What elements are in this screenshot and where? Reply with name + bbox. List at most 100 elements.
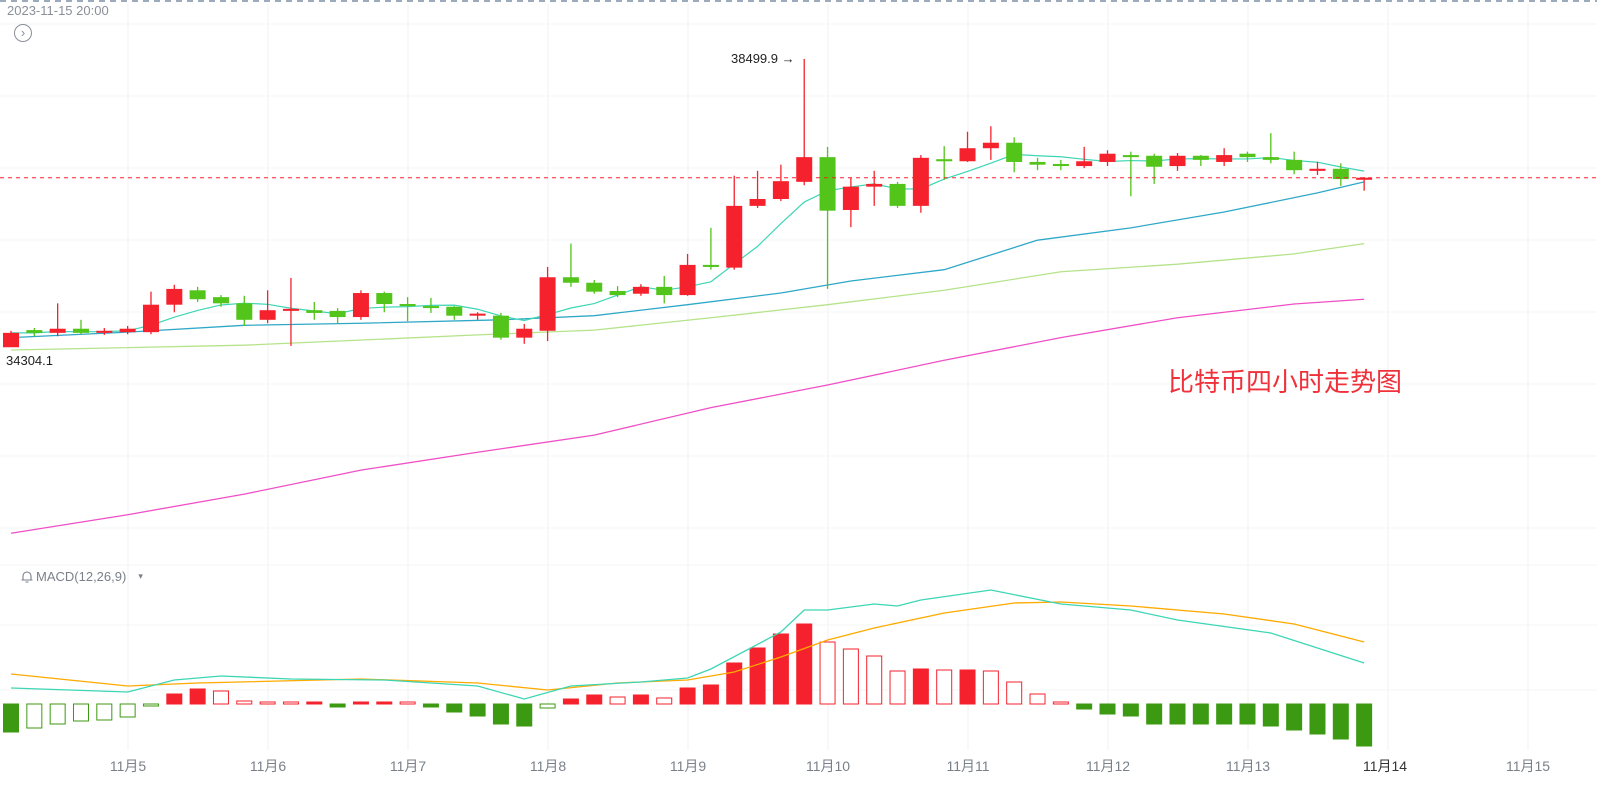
macd-histogram-bar	[259, 701, 276, 705]
x-tick-label: 11月11	[946, 758, 990, 774]
candle	[936, 146, 953, 180]
candle	[72, 319, 89, 335]
candle	[1076, 146, 1093, 169]
candle-body	[306, 310, 323, 313]
candle-body	[26, 330, 43, 333]
candle-body	[49, 328, 66, 333]
macd-histogram-bar	[959, 669, 976, 705]
candle	[399, 297, 416, 322]
candle-body	[772, 181, 789, 200]
macd-histogram-bar	[702, 684, 719, 705]
candle-body	[189, 290, 206, 300]
candle	[726, 175, 743, 270]
macd-histogram-bar	[1332, 703, 1349, 740]
candle-body	[492, 315, 509, 338]
candle-body	[1076, 161, 1093, 167]
candle-body	[842, 186, 859, 210]
macd-histogram-bar	[1309, 703, 1326, 735]
candle-body	[1216, 155, 1233, 162]
candle-body	[236, 303, 253, 320]
macd-histogram-bar	[1239, 703, 1256, 725]
macd-histogram-bar	[212, 690, 229, 705]
chevron-down-icon[interactable]: ▾	[138, 571, 143, 581]
candle-body	[72, 328, 89, 333]
candle-body	[702, 264, 719, 267]
macd-dea-line	[10, 601, 1365, 691]
macd-histogram-bar	[1192, 703, 1209, 725]
crosshair-timestamp: 2023-11-15 20:00	[7, 3, 109, 18]
ma-magenta-line	[10, 298, 1365, 534]
candle	[1216, 148, 1233, 167]
candle	[796, 59, 813, 186]
candle-body	[446, 306, 463, 316]
macd-histogram-bar	[726, 662, 743, 705]
macd-histogram-bar	[399, 701, 416, 705]
macd-histogram-bar	[842, 648, 859, 705]
x-tick-label: 11月6	[249, 758, 287, 774]
ma-green-line	[10, 242, 1365, 351]
macd-histogram-bar	[586, 694, 603, 705]
candle	[166, 284, 183, 313]
macd-indicator-header[interactable]: MACD(12,26,9) ▾	[20, 569, 143, 584]
candle-body	[1262, 157, 1279, 160]
candle-body	[562, 277, 579, 283]
candle	[352, 290, 369, 320]
macd-histogram-bar	[142, 703, 159, 707]
arrow-right-icon: →	[781, 51, 795, 66]
candle	[982, 126, 999, 160]
macd-histogram-bar	[446, 703, 463, 713]
candle-body	[959, 148, 976, 162]
candle	[516, 323, 533, 344]
candle-body	[1169, 155, 1186, 167]
candle	[1169, 153, 1186, 171]
bell-icon[interactable]	[20, 570, 34, 584]
candle	[586, 279, 603, 294]
candle	[26, 328, 43, 337]
candle	[1286, 151, 1303, 175]
macd-panel	[3, 589, 1373, 747]
macd-histogram-bar	[679, 687, 696, 705]
chart-title: 比特币四小时走势图	[1168, 367, 1403, 397]
candle	[492, 312, 509, 340]
macd-histogram-bar	[469, 703, 486, 717]
candle	[3, 330, 19, 348]
candle-body	[1029, 161, 1046, 165]
candle	[749, 170, 766, 208]
candle-body	[1286, 159, 1303, 171]
macd-histogram-bar	[656, 697, 673, 705]
macd-histogram-bar	[329, 703, 346, 708]
macd-histogram-bar	[982, 670, 999, 705]
candle-body	[1239, 153, 1256, 158]
candle	[189, 286, 206, 302]
candle-body	[282, 308, 299, 311]
candle-body	[3, 332, 19, 348]
candle-body	[1006, 142, 1023, 162]
candle	[656, 275, 673, 304]
candle	[49, 303, 66, 337]
high-price-label: 38499.9 →	[731, 51, 795, 66]
candle	[1192, 155, 1209, 167]
candle-body	[96, 330, 113, 333]
candle	[1239, 151, 1256, 162]
x-tick-label: 11月8	[529, 758, 567, 774]
candle-body	[166, 288, 183, 305]
x-tick-label: 11月7	[389, 758, 427, 774]
macd-histogram-bar	[1006, 681, 1023, 705]
macd-histogram-bar	[1216, 703, 1233, 725]
candle	[632, 284, 649, 296]
candle	[259, 290, 276, 324]
candle-body	[1309, 168, 1326, 171]
chevron-right-circle-icon[interactable]: ›	[14, 24, 32, 42]
macd-histogram-bar	[1029, 693, 1046, 705]
macd-histogram-bar	[1169, 703, 1186, 725]
macd-histogram-bar	[889, 670, 906, 705]
macd-histogram-bar	[352, 701, 369, 705]
candle-body	[796, 157, 813, 182]
candle-body	[212, 297, 229, 304]
macd-histogram-bar	[516, 703, 533, 727]
candle	[212, 295, 229, 307]
candle	[842, 177, 859, 228]
macd-histogram-bar	[492, 703, 509, 725]
candle-body	[539, 277, 556, 331]
